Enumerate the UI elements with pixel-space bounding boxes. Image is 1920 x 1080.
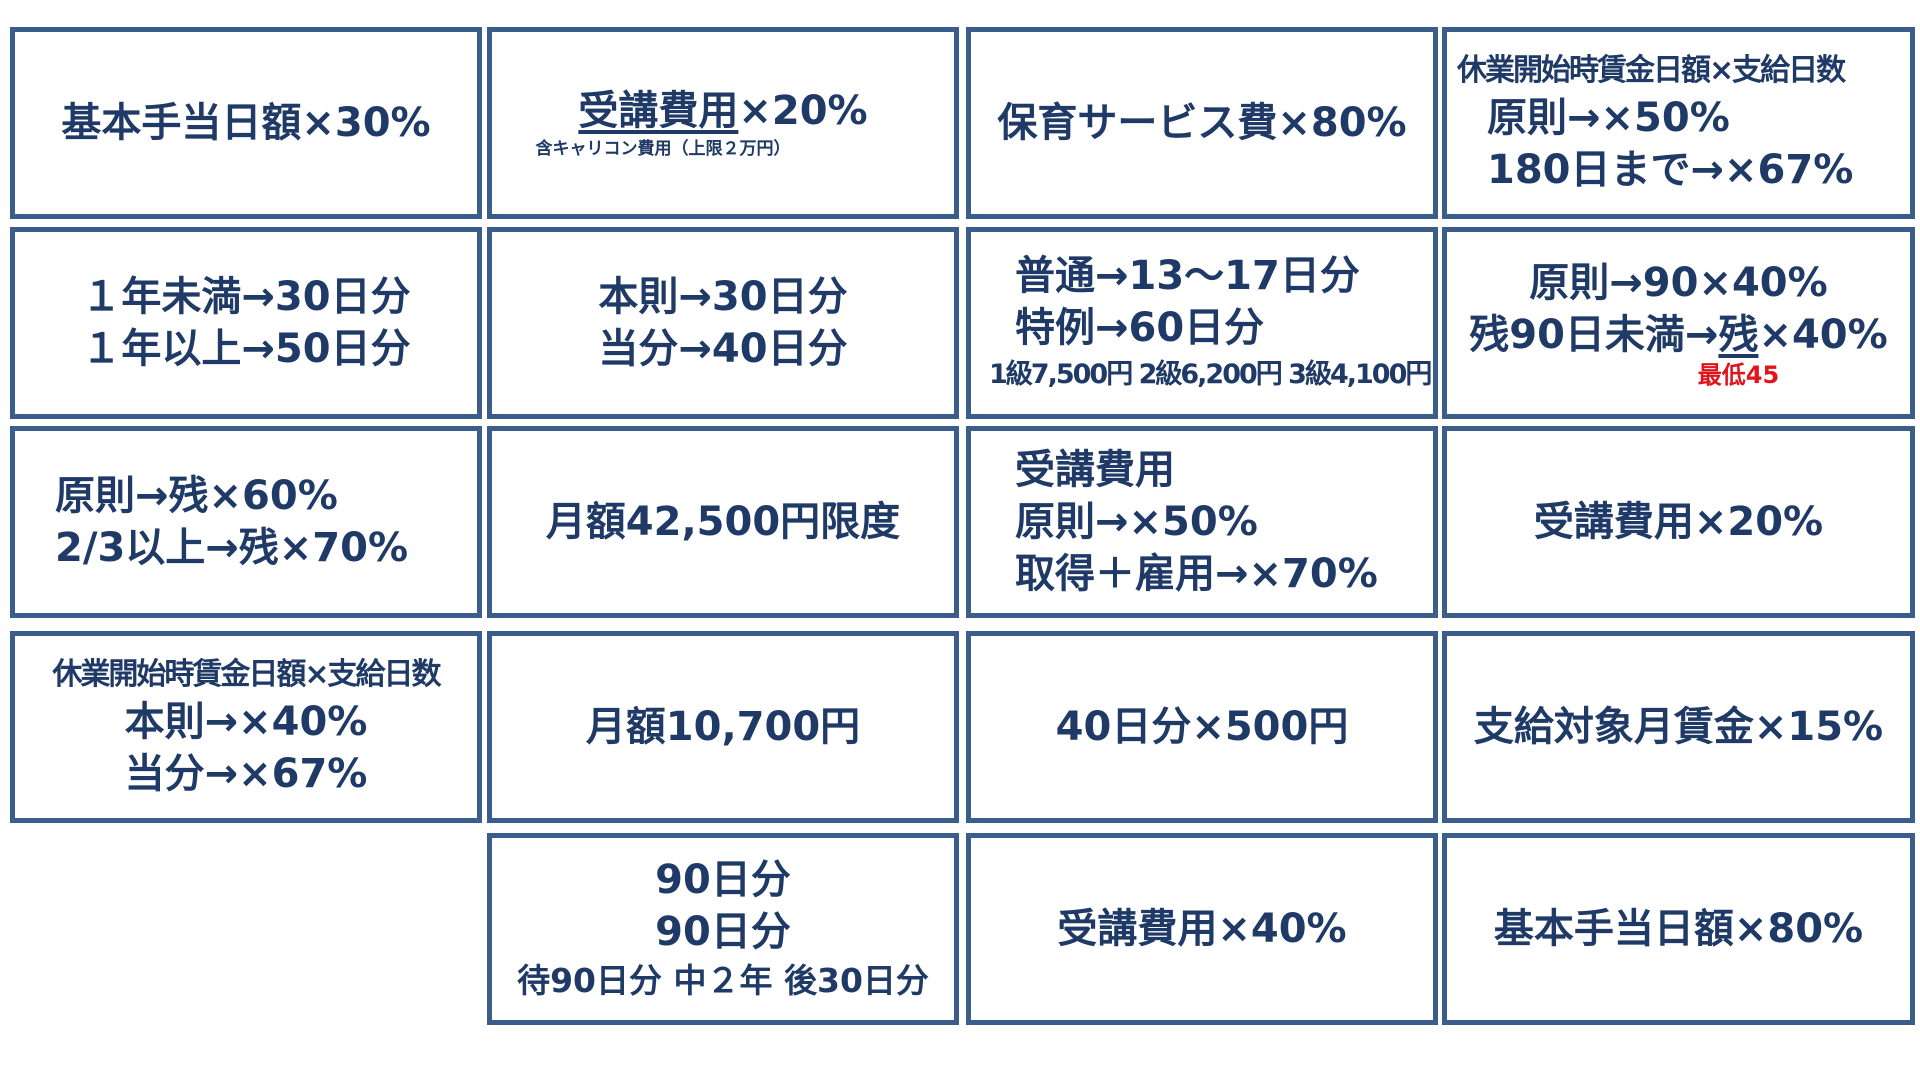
- cell-text: 原則→90×40%: [1529, 260, 1828, 306]
- cell-r5c2: 90日分 90日分 待90日分 中２年 後30日分: [487, 833, 959, 1025]
- cell-r4c1: 休業開始時賃金日額×支給日数 本則→×40% 当分→×67%: [10, 631, 482, 823]
- cell-r1c3: 保育サービス費×80%: [966, 27, 1438, 219]
- cell-note: 含キャリコン費用（上限２万円）: [535, 139, 791, 159]
- cell-text: 2/3以上→残×70%: [55, 525, 409, 571]
- cell-text: 休業開始時賃金日額×支給日数: [1457, 53, 1846, 88]
- cell-text: 当分→×67%: [124, 751, 368, 797]
- cell-r1c1: 基本手当日額×30%: [10, 27, 482, 219]
- cell-text: 基本手当日額×30%: [61, 100, 431, 146]
- cell-text: 本則→30日分: [598, 274, 848, 320]
- cell-text: 月額10,700円: [585, 704, 861, 750]
- cell-text: 特例→60日分: [1015, 305, 1265, 351]
- cell-text: 原則→残×60%: [55, 473, 338, 519]
- cell-text: 原則→×50%: [1487, 95, 1730, 141]
- cell-text: 取得＋雇用→×70%: [1015, 551, 1378, 597]
- cell-text: 残90日未満→残×40%: [1469, 309, 1887, 361]
- cell-r3c4: 受講費用×20%: [1442, 426, 1915, 618]
- cell-text-pre: 残90日未満→: [1469, 312, 1719, 358]
- cell-text: 180日まで→×67%: [1487, 147, 1854, 193]
- cell-text-rest: ×20%: [738, 88, 868, 134]
- cell-text: 支給対象月賃金×15%: [1473, 704, 1884, 750]
- cell-text: １年未満→30日分: [81, 274, 411, 320]
- cell-text: 受講費用: [1015, 447, 1175, 493]
- cell-r3c3: 受講費用 原則→×50% 取得＋雇用→×70%: [966, 426, 1438, 618]
- cell-r1c4: 休業開始時賃金日額×支給日数 原則→×50% 180日まで→×67%: [1442, 27, 1915, 219]
- cell-text-post: ×40%: [1758, 312, 1888, 358]
- cell-text: 休業開始時賃金日額×支給日数: [52, 657, 441, 692]
- cell-text: 受講費用×20%: [578, 85, 867, 137]
- cell-text: 受講費用×40%: [1057, 906, 1347, 952]
- cell-r4c4: 支給対象月賃金×15%: [1442, 631, 1915, 823]
- cell-text: １年以上→50日分: [81, 326, 411, 372]
- cell-text: 90日分: [655, 857, 791, 903]
- cell-r5c4: 基本手当日額×80%: [1442, 833, 1915, 1025]
- cell-r5c3: 受講費用×40%: [966, 833, 1438, 1025]
- cell-r2c1: １年未満→30日分 １年以上→50日分: [10, 227, 482, 419]
- cell-r2c3: 普通→13～17日分 特例→60日分 1級7,500円 2級6,200円 3級4…: [966, 227, 1438, 419]
- cell-r1c2: 受講費用×20% 含キャリコン費用（上限２万円）: [487, 27, 959, 219]
- cell-r3c2: 月額42,500円限度: [487, 426, 959, 618]
- cell-text: 保育サービス費×80%: [997, 100, 1407, 146]
- cell-text: 90日分: [655, 909, 791, 955]
- cell-text: 1級7,500円 2級6,200円 3級4,100円: [989, 359, 1432, 390]
- cell-r4c3: 40日分×500円: [966, 631, 1438, 823]
- cell-text: 本則→×40%: [124, 699, 368, 745]
- underlined-text: 受講費用: [578, 88, 739, 134]
- minimum-note: 最低45: [1697, 361, 1780, 389]
- cell-text: 待90日分 中２年 後30日分: [517, 961, 929, 1000]
- cell-r4c2: 月額10,700円: [487, 631, 959, 823]
- cell-text: 40日分×500円: [1055, 704, 1349, 750]
- cell-r2c2: 本則→30日分 当分→40日分: [487, 227, 959, 419]
- cell-text: 受講費用×20%: [1533, 499, 1824, 545]
- cell-text: 月額42,500円限度: [545, 499, 901, 545]
- cell-text: 基本手当日額×80%: [1493, 906, 1864, 952]
- cell-text: 当分→40日分: [598, 326, 848, 372]
- underlined-text: 残: [1718, 312, 1759, 358]
- cell-text: 普通→13～17日分: [1015, 253, 1360, 299]
- cell-text: 原則→×50%: [1015, 499, 1258, 545]
- cell-r3c1: 原則→残×60% 2/3以上→残×70%: [10, 426, 482, 618]
- cell-r2c4: 原則→90×40% 残90日未満→残×40% 最低45: [1442, 227, 1915, 419]
